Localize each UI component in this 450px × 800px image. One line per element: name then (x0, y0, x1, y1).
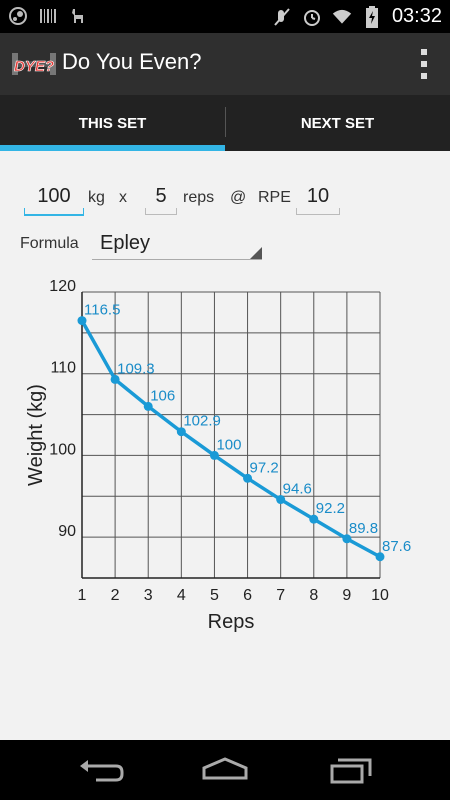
data-point (309, 514, 319, 524)
data-label: 116.5 (84, 302, 120, 319)
home-button[interactable] (200, 754, 250, 786)
data-label: 92.2 (316, 500, 345, 517)
svg-text:DYE?: DYE? (14, 58, 54, 75)
app-logo-icon: DYE? (12, 47, 56, 83)
home-icon (202, 757, 248, 780)
data-point (375, 552, 385, 562)
back-button[interactable] (76, 754, 126, 786)
rpe-label: RPE (258, 189, 291, 206)
battery-icon (362, 5, 382, 28)
data-label: 94.6 (283, 481, 312, 498)
data-point (276, 495, 286, 505)
set-input-row: 100 kg x 5 reps @ RPE 10 (0, 180, 450, 220)
formula-label: Formula (20, 235, 79, 252)
times-label: x (119, 189, 127, 206)
x-tick-label: 10 (371, 587, 389, 604)
data-point (176, 427, 186, 437)
y-tick-label: 110 (50, 360, 76, 377)
y-tick-label: 100 (49, 441, 76, 458)
one-rep-max-chart: 120 110 100 90 1 2 3 4 5 6 7 8 9 10 Reps Weight (kg) 116… (0, 270, 450, 640)
recent-apps-icon (330, 758, 372, 784)
reps-label: reps (183, 189, 215, 206)
wifi-icon (332, 7, 352, 27)
data-label: 89.8 (349, 520, 378, 537)
series-line (80, 319, 381, 559)
data-label: 97.2 (250, 459, 279, 476)
navigation-bar (0, 740, 450, 800)
rpe-value: 10 (306, 185, 330, 207)
x-tick-label: 4 (177, 587, 186, 604)
y-axis-title: Weight (kg) (25, 384, 47, 486)
data-point (342, 534, 352, 544)
status-bar: 03:32 (0, 0, 450, 33)
formula-dropdown[interactable]: Epley (92, 230, 262, 260)
action-bar: DYE? Do You Even? (0, 33, 450, 95)
app-title: Do You Even? (62, 49, 202, 74)
data-point (77, 316, 87, 326)
x-tick-label: 3 (144, 587, 153, 604)
formula-selected-value: Epley (100, 232, 151, 254)
back-icon (80, 760, 124, 782)
weight-unit-label: kg (88, 189, 105, 206)
alarm-icon (302, 7, 322, 27)
x-tick-label: 2 (111, 587, 120, 604)
data-point (243, 473, 253, 483)
data-point (209, 450, 219, 460)
data-label: 100 (216, 436, 241, 453)
x-tick-label: 6 (243, 587, 252, 604)
at-label: @ (230, 189, 247, 206)
barcode-icon (38, 6, 58, 26)
overflow-menu-icon[interactable] (420, 49, 428, 79)
data-point (110, 374, 120, 384)
x-axis-title: Reps (208, 611, 255, 633)
rpe-field[interactable]: 10 (296, 180, 340, 215)
recent-apps-button[interactable] (326, 754, 376, 786)
x-tick-label: 7 (276, 587, 285, 604)
alpaca-icon (68, 6, 88, 26)
reps-value: 5 (155, 185, 167, 207)
tab-this-set[interactable]: THIS SET (0, 95, 225, 151)
data-label: 87.6 (382, 538, 411, 555)
weight-value: 100 (37, 185, 71, 207)
weight-field[interactable]: 100 (24, 180, 84, 216)
data-label: 106 (150, 387, 175, 404)
x-tick-label: 5 (210, 587, 219, 604)
y-tick-label: 120 (49, 278, 76, 295)
chart-svg: 120 110 100 90 1 2 3 4 5 6 7 8 9 10 Reps Weight (kg) 116… (25, 278, 411, 633)
data-label: 109.3 (117, 360, 155, 377)
x-tick-label: 1 (78, 587, 87, 604)
clock-time: 03:32 (391, 5, 442, 27)
tab-bar: THIS SET NEXT SET (0, 95, 450, 151)
tab-next-set[interactable]: NEXT SET (225, 95, 450, 151)
data-label: 102.9 (183, 413, 221, 430)
data-point (143, 401, 153, 411)
mute-icon (272, 7, 292, 27)
y-tick-label: 90 (58, 523, 76, 540)
x-tick-label: 8 (309, 587, 318, 604)
x-tick-label: 9 (342, 587, 351, 604)
steam-icon (8, 6, 28, 26)
dropdown-arrow-icon (250, 247, 262, 259)
reps-field[interactable]: 5 (145, 180, 177, 215)
